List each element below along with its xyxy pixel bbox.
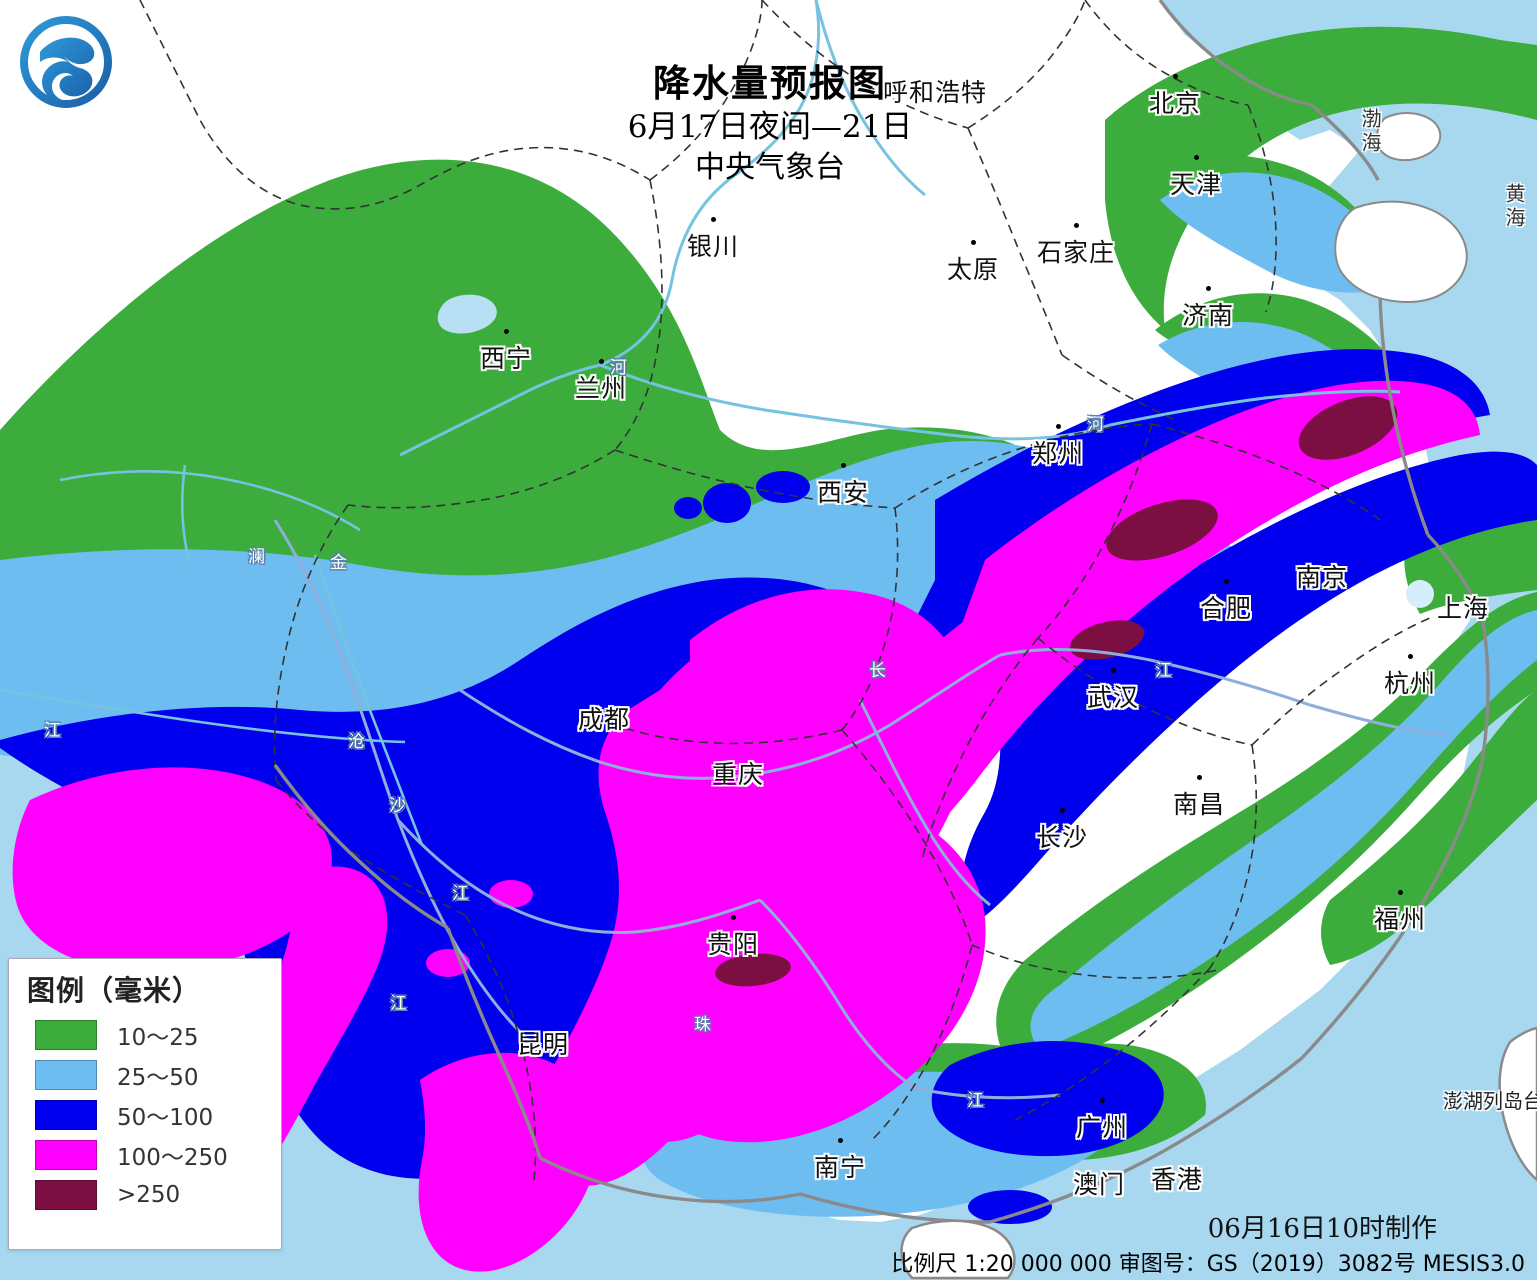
legend-swatch [35, 1060, 97, 1090]
river-lancang [0, 464, 424, 846]
band-gt250 [715, 396, 1398, 987]
river-lines [399, 0, 1401, 457]
band-50-100-patches [674, 471, 810, 523]
legend-swatch [35, 1100, 97, 1130]
band-50-100-yangtze [833, 349, 1537, 928]
legend-swatch [35, 1020, 97, 1050]
qinghai-lake [437, 294, 497, 334]
liaodong-peninsula [1376, 112, 1442, 162]
legend-row: 10～25 [35, 1015, 281, 1055]
national-border [273, 0, 1490, 1224]
legend-swatch [35, 1140, 97, 1170]
legend-label: 50～100 [117, 1105, 214, 1131]
legend-label: 10～25 [117, 1025, 199, 1051]
legend-swatch [35, 1180, 97, 1210]
cma-logo-icon [20, 16, 112, 108]
production-time: 06月16日10时制作 [1207, 1214, 1437, 1244]
river-yangtze [273, 519, 1446, 1100]
legend-rows: 10～25 25～50 50～100 100～250 >250 [9, 1015, 281, 1215]
shandong-peninsula [1334, 200, 1468, 304]
legend-row: >250 [35, 1175, 281, 1215]
legend-panel: 图例（毫米） 10～25 25～50 50～100 100～250 >250 [8, 958, 282, 1250]
band-50-100-south [931, 1041, 1164, 1224]
hainan-island [900, 1219, 1016, 1280]
legend-row: 50～100 [35, 1095, 281, 1135]
legend-title: 图例（毫米） [27, 974, 202, 1007]
taihu-lake [1406, 580, 1434, 608]
legend-row: 100～250 [35, 1135, 281, 1175]
taiwan-island [1498, 1026, 1537, 1182]
province-boundaries [139, 0, 1431, 1181]
legend-row: 25～50 [35, 1055, 281, 1095]
legend-label: 100～250 [117, 1145, 228, 1171]
legend-label: >250 [117, 1182, 181, 1208]
legend-label: 25～50 [117, 1065, 199, 1091]
scale-and-approval: 比例尺 1:20 000 000 审图号：GS（2019）3082号 MESIS… [891, 1252, 1525, 1277]
